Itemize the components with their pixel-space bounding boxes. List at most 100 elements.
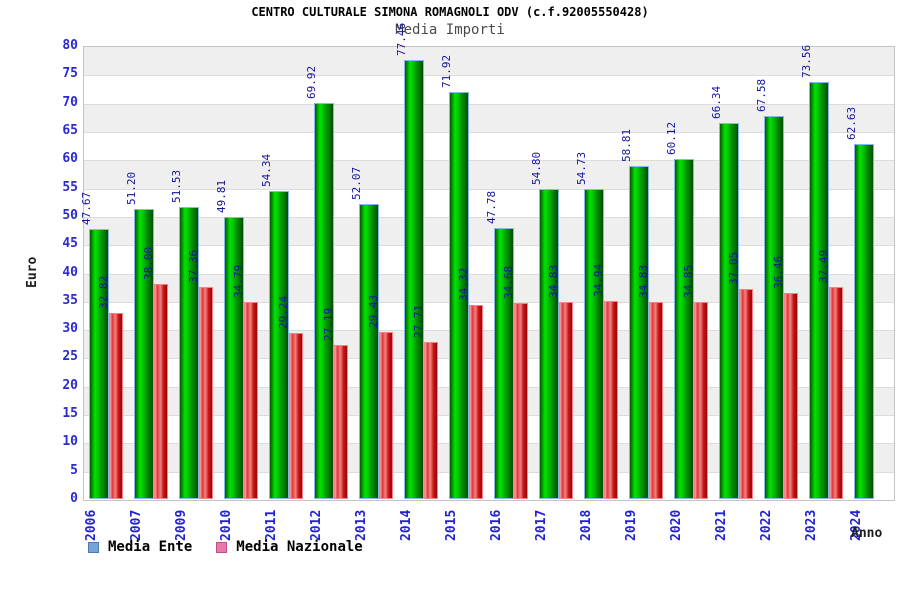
legend: Media Ente Media Nazionale [88,539,363,555]
bar-media-nazionale [378,332,393,499]
y-tick-label: 75 [62,66,78,82]
bar-value-label: 54.80 [529,151,543,185]
bar-media-nazionale [738,289,753,499]
bar-value-label: 34.85 [681,264,695,298]
y-tick-label: 80 [62,38,78,53]
plot-band [84,330,894,359]
bar-media-ente [313,103,334,499]
bar-media-ente [448,91,469,499]
bar-value-label: 27.19 [321,307,335,342]
gridline [84,387,894,388]
bar-media-nazionale [693,301,708,499]
x-tick-label: 2022 [758,509,774,541]
y-tick-label: 55 [62,179,78,195]
bar-media-ente [583,189,604,499]
x-tick-label: 2016 [488,509,504,541]
gridline [84,75,894,76]
bar-media-ente [628,165,649,499]
bar-value-label: 77.46 [394,23,408,57]
gridline [84,472,894,473]
bar-media-nazionale [603,301,618,499]
legend-item-media-ente: Media Ente [88,539,192,555]
bar-media-nazionale [198,287,213,499]
x-tick-label: 2018 [578,509,594,541]
bar-media-ente [403,60,424,499]
chart-title: CENTRO CULTURALE SIMONA ROMAGNOLI ODV (c… [251,5,649,19]
x-axis-title: Anno [851,526,883,541]
bar-media-ente [853,144,874,499]
bar-media-nazionale [243,302,258,499]
x-tick-label: 2011 [263,509,279,541]
y-tick-label: 40 [62,264,78,280]
legend-item-media-nazionale: Media Nazionale [216,539,363,555]
x-tick-label: 2012 [308,509,324,541]
legend-swatch-pink-icon [216,541,228,553]
bar-value-label: 37.49 [816,249,830,283]
bar-value-label: 58.81 [619,128,633,162]
bar-value-label: 73.56 [799,45,813,79]
y-tick-label: 60 [62,151,78,167]
bar-media-ente [808,82,829,499]
x-tick-label: 2014 [398,509,414,541]
bar-media-ente [718,123,739,499]
y-tick-label: 65 [62,122,78,138]
plot-band [84,386,894,416]
bar-value-label: 54.73 [574,151,588,186]
legend-label-media-ente: Media Ente [108,539,193,555]
plot-area [83,46,895,501]
x-tick-label: 2023 [803,509,819,541]
plot-band [84,160,894,189]
y-tick-label: 10 [62,434,78,450]
gridline [84,330,894,331]
bar-value-label: 54.34 [259,154,273,188]
bar-media-nazionale [648,301,663,499]
bar-value-label: 29.24 [276,296,290,330]
bar-media-nazionale [153,283,168,499]
y-tick-label: 15 [62,406,78,422]
bar-media-nazionale [513,302,528,499]
bar-media-nazionale [108,313,123,499]
bar-value-label: 49.81 [214,179,228,213]
y-tick-label: 25 [62,349,78,365]
gridline [84,189,894,190]
x-tick-label: 2013 [353,509,369,541]
bar-media-nazionale [783,292,798,499]
bar-value-label: 69.92 [304,65,318,100]
plot-band [84,273,894,302]
x-tick-label: 2019 [623,509,639,541]
chart-subtitle: Media Importi [395,22,505,38]
bar-value-label: 71.92 [439,54,453,88]
x-tick-label: 2017 [533,509,549,541]
y-tick-label: 70 [62,94,78,110]
bar-value-label: 51.53 [169,170,183,204]
x-tick-label: 2015 [443,509,459,541]
bar-value-label: 37.05 [726,252,740,286]
gridline [84,415,894,416]
plot-band [84,216,894,246]
bar-value-label: 52.07 [349,167,363,201]
gridline [84,302,894,303]
plot-band [84,103,894,132]
gridline [84,245,894,246]
bar-value-label: 38.00 [141,246,155,280]
x-tick-label: 2006 [83,509,99,541]
y-tick-label: 50 [62,207,78,223]
bar-value-label: 47.78 [484,191,498,225]
gridline [84,274,894,275]
x-tick-label: 2010 [218,509,234,541]
bar-media-ente [538,188,559,499]
gridline [84,104,894,105]
gridline [84,217,894,218]
x-tick-label: 2021 [713,509,729,541]
bar-media-nazionale [423,342,438,499]
bar-value-label: 36.46 [771,255,785,289]
bar-media-ente [673,158,694,499]
bar-media-ente [133,209,154,499]
bar-value-label: 34.83 [636,264,650,298]
bar-media-ente [223,216,244,499]
bar-value-label: 27.71 [411,304,425,339]
bar-value-label: 34.94 [591,264,605,298]
x-tick-label: 2007 [128,509,144,541]
plot-band [84,443,894,472]
y-tick-label: 45 [62,236,78,252]
